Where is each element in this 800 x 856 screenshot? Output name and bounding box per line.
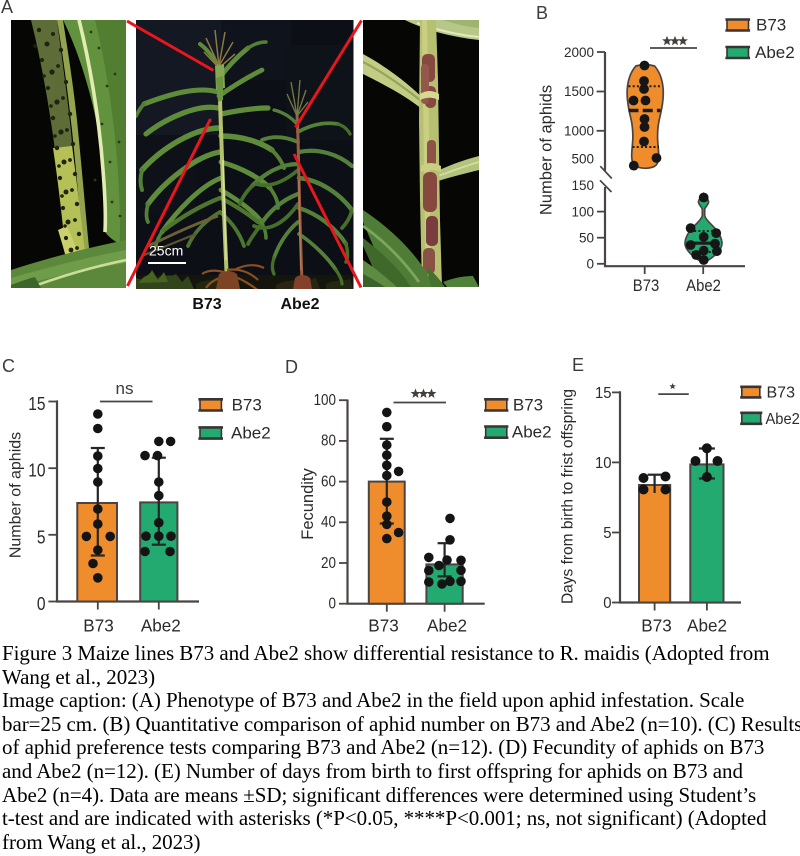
svg-text:2000: 2000 [564,45,594,60]
svg-text:500: 500 [571,151,594,166]
svg-text:Number of aphids: Number of aphids [538,85,556,215]
svg-text:ns: ns [116,379,134,398]
svg-text:B73: B73 [232,396,262,415]
svg-text:A: A [1,0,13,17]
svg-text:20: 20 [321,555,336,572]
svg-text:Abe2: Abe2 [141,615,181,636]
svg-text:1000: 1000 [564,124,594,139]
svg-text:D: D [285,357,298,377]
svg-text:Abe2: Abe2 [755,43,795,62]
svg-text:B: B [536,3,548,23]
svg-text:Abe2: Abe2 [231,424,271,443]
svg-text:80: 80 [321,433,336,450]
svg-text:Abe2: Abe2 [686,277,721,295]
svg-text:E: E [572,355,584,375]
svg-text:Abe2: Abe2 [766,410,800,428]
svg-text:0: 0 [37,594,46,615]
svg-text:B73: B73 [192,296,221,313]
svg-text:1500: 1500 [564,84,594,99]
svg-text:100: 100 [314,392,336,409]
svg-text:15: 15 [28,394,45,415]
svg-text:15: 15 [595,385,612,403]
svg-text:B73: B73 [633,277,660,295]
svg-text:Abe2: Abe2 [280,296,319,313]
svg-text:0: 0 [329,596,336,613]
svg-text:10: 10 [28,460,45,481]
svg-text:0: 0 [603,595,611,613]
svg-text:100: 100 [571,204,594,219]
svg-text:40: 40 [321,514,336,531]
svg-text:B73: B73 [756,16,786,35]
svg-text:Abe2: Abe2 [427,615,467,636]
svg-text:Number of aphids: Number of aphids [8,432,25,558]
svg-text:B73: B73 [641,615,671,636]
svg-text:Fecundity: Fecundity [299,467,317,539]
svg-text:Abe2: Abe2 [687,615,727,636]
svg-text:B73: B73 [368,615,398,636]
svg-text:Abe2: Abe2 [512,423,552,442]
svg-text:60: 60 [321,473,336,490]
svg-text:C: C [2,356,15,376]
svg-text:5: 5 [37,527,46,548]
svg-text:25cm: 25cm [149,243,183,259]
svg-text:50: 50 [579,230,594,245]
svg-text:B73: B73 [83,615,113,636]
svg-text:10: 10 [595,455,612,473]
svg-text:B73: B73 [767,385,796,402]
svg-text:Days from birth to frist offsp: Days from birth to frist offspring [560,389,577,604]
svg-text:150: 150 [571,178,594,193]
svg-text:5: 5 [603,525,611,543]
svg-text:0: 0 [586,257,594,272]
svg-text:B73: B73 [513,396,543,415]
